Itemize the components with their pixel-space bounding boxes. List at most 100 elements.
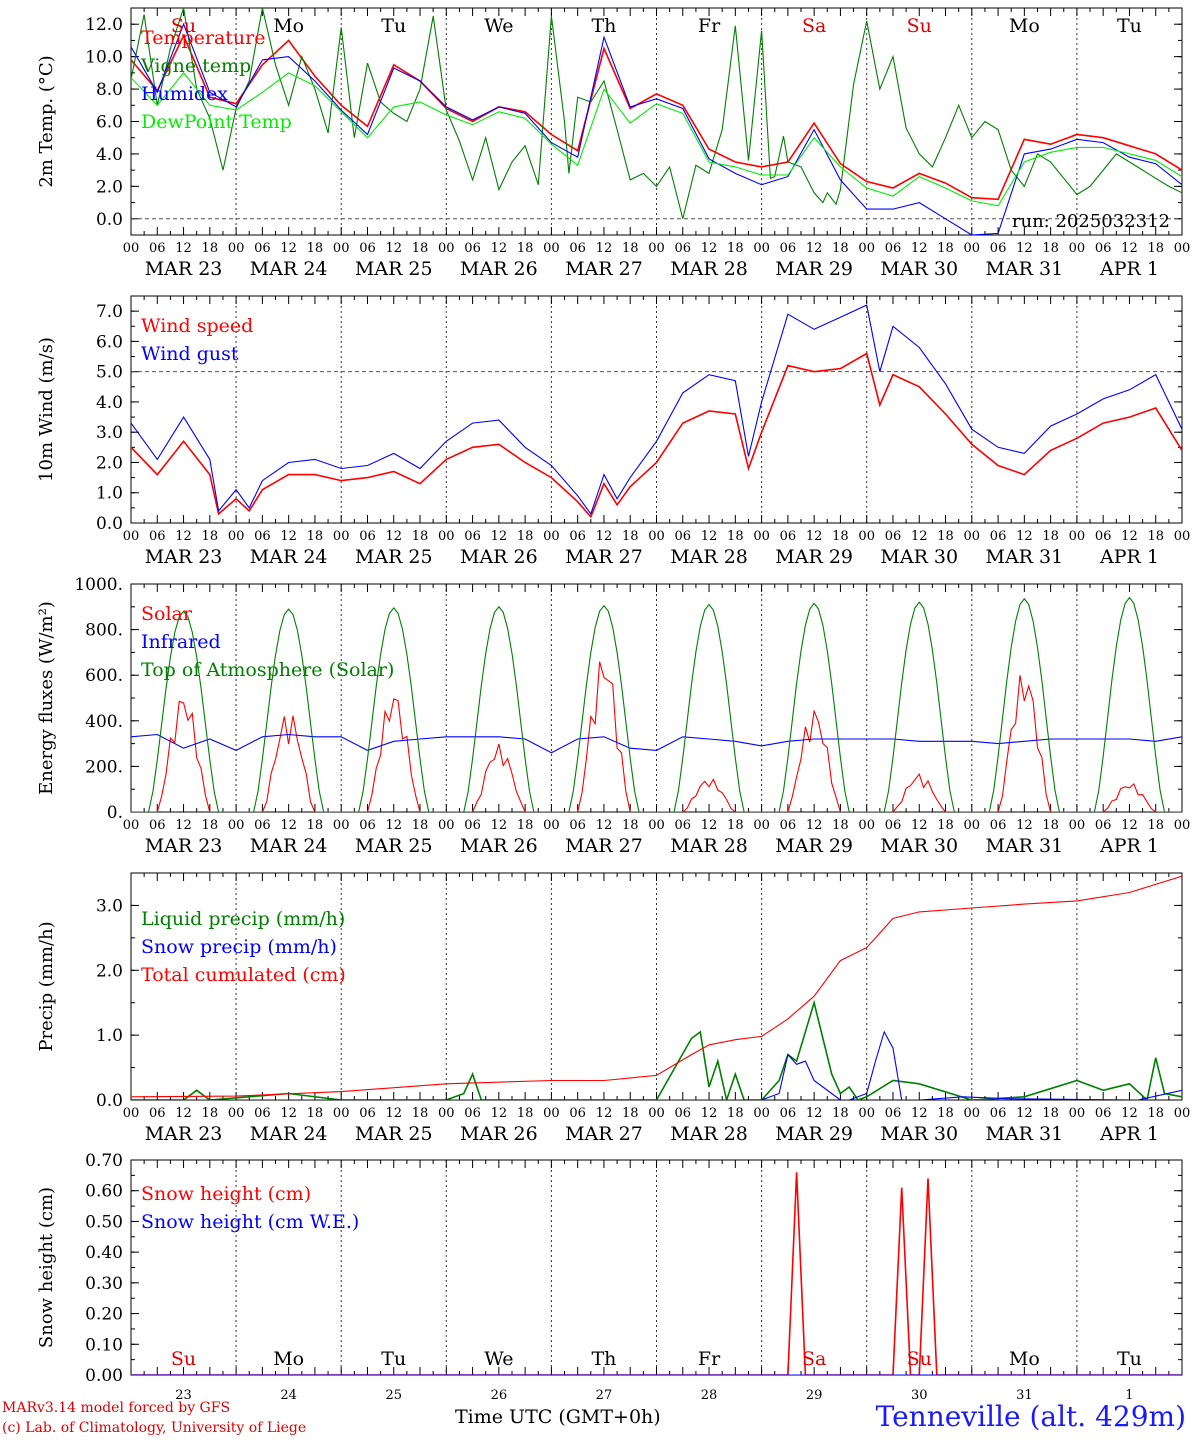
hour-label: 06 [149, 241, 166, 256]
y-tick-label: 1.0 [96, 484, 123, 504]
day-name-label: Th [591, 1348, 616, 1370]
date-label: MAR 23 [145, 546, 223, 568]
hour-label: 18 [622, 818, 639, 833]
hour-label: 06 [990, 529, 1007, 544]
date-label: APR 1 [1099, 835, 1159, 857]
date-label: MAR 29 [775, 1123, 853, 1145]
y-tick-label: 10.0 [85, 48, 123, 68]
hour-label: 18 [412, 529, 429, 544]
hour-label: 12 [491, 818, 508, 833]
hour-label: 00 [753, 1106, 770, 1121]
hour-label: 00 [753, 818, 770, 833]
hour-label: 06 [464, 241, 481, 256]
y-tick-label: 0.40 [85, 1243, 123, 1263]
y-tick-label: 3.0 [96, 423, 123, 443]
hour-label: 00 [858, 529, 875, 544]
hour-label: 00 [438, 241, 455, 256]
hour-label: 18 [202, 529, 219, 544]
hour-label: 06 [254, 529, 271, 544]
hour-label: 12 [280, 1106, 297, 1121]
hour-label: 06 [885, 529, 902, 544]
hour-label: 06 [1095, 1106, 1112, 1121]
series-group [131, 8, 1182, 235]
date-label: MAR 27 [565, 546, 643, 568]
series-line-solar [131, 661, 1182, 812]
hour-label: 12 [1121, 241, 1138, 256]
hour-label: 18 [937, 818, 954, 833]
hour-label: 00 [438, 1106, 455, 1121]
hour-label: 18 [1042, 818, 1059, 833]
hour-label: 00 [648, 241, 665, 256]
day-name-label: Sa [802, 15, 826, 37]
day-number-label: 25 [385, 1388, 402, 1403]
y-tick-label: 0.0 [96, 1091, 123, 1111]
hour-label: 18 [1147, 529, 1164, 544]
hour-label: 12 [175, 529, 192, 544]
hour-label: 00 [1069, 529, 1086, 544]
hour-label: 00 [333, 818, 350, 833]
panel-3: 0. 200. 400. 600. 800. 1000. Energy fluxes (W/… [36, 575, 1190, 857]
hour-label: 00 [964, 241, 981, 256]
series-line-total-cumulated-cm- [131, 875, 1182, 1098]
hour-label: 12 [701, 241, 718, 256]
hour-label: 18 [307, 529, 324, 544]
date-label: APR 1 [1099, 546, 1159, 568]
hour-label: 12 [911, 241, 928, 256]
day-name-label: We [484, 1348, 513, 1370]
hour-label: 18 [412, 818, 429, 833]
hour-label: 00 [753, 241, 770, 256]
y-tick-label: 200. [85, 757, 123, 777]
hour-label: 06 [780, 818, 797, 833]
hour-label: 12 [280, 529, 297, 544]
day-name-label: Mo [273, 1348, 304, 1370]
date-label: MAR 28 [670, 1123, 748, 1145]
series-group [131, 304, 1182, 519]
hour-label: 00 [648, 529, 665, 544]
hour-label: 18 [517, 818, 534, 833]
hour-label: 12 [596, 818, 613, 833]
y-tick-label: 8.0 [96, 80, 123, 100]
y-tick-label: 1.0 [96, 1026, 123, 1046]
hour-label: 12 [911, 818, 928, 833]
legend-entry: Total cumulated (cm) [141, 964, 346, 986]
hour-label: 00 [858, 818, 875, 833]
hour-label: 06 [675, 1106, 692, 1121]
date-label: MAR 28 [670, 835, 748, 857]
legend-entry: Infrared [141, 631, 221, 653]
hour-label: 06 [359, 818, 376, 833]
day-name-label: Su [171, 15, 196, 37]
hour-label: 18 [202, 1106, 219, 1121]
legend-entry: Snow height (cm W.E.) [141, 1211, 359, 1233]
date-label: MAR 27 [565, 258, 643, 280]
legend-entry: Solar [141, 603, 193, 625]
hour-label: 06 [359, 1106, 376, 1121]
hour-label: 12 [385, 1106, 402, 1121]
day-number-label: 30 [911, 1388, 928, 1403]
hour-label: 06 [569, 241, 586, 256]
hour-label: 18 [1042, 1106, 1059, 1121]
day-name-label: We [484, 15, 513, 37]
hour-label: 18 [727, 529, 744, 544]
y-tick-label: 5.0 [96, 363, 123, 383]
series-line-wind-speed [131, 352, 1182, 519]
hour-label: 12 [1016, 529, 1033, 544]
panel-1: 0.0 2.0 4.0 6.0 8.0 10.0 12.0 2m Temp. (°C) Temp… [36, 7, 1190, 280]
hour-label: 06 [885, 818, 902, 833]
hour-label: 06 [780, 1106, 797, 1121]
series-line-dewpoint-temp [131, 72, 1182, 207]
day-name-label: Mo [273, 15, 304, 37]
hour-label: 12 [806, 241, 823, 256]
hour-label: 18 [517, 1106, 534, 1121]
date-label: MAR 30 [880, 835, 958, 857]
hour-label: 00 [123, 1106, 140, 1121]
hour-label: 06 [1095, 241, 1112, 256]
hour-label: 00 [964, 529, 981, 544]
hour-label: 00 [543, 1106, 560, 1121]
hour-label: 12 [806, 1106, 823, 1121]
y-tick-label: 0.0 [96, 210, 123, 230]
hour-label: 00 [438, 818, 455, 833]
hour-label: 00 [228, 529, 245, 544]
hour-label: 12 [1121, 1106, 1138, 1121]
hour-label: 18 [517, 529, 534, 544]
